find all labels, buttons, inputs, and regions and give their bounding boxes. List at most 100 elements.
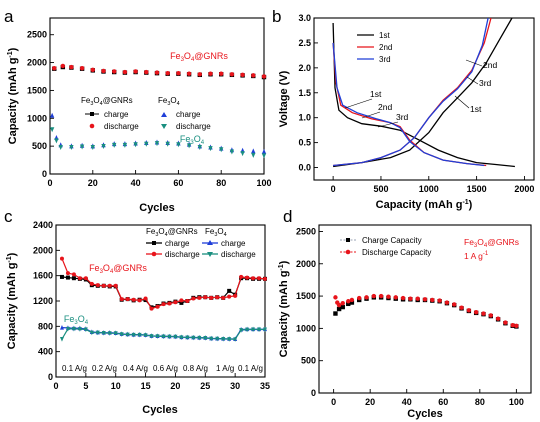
panel-c-ylabel: Capacity (mAh g-1): [6, 252, 18, 349]
panel-c-point-s1: [167, 301, 172, 306]
panel-d-point-s1: [510, 322, 515, 328]
panel-c-xtick-label: 30: [230, 381, 240, 391]
panel-d-legend: Charge Capacity Discharge Capacity: [340, 236, 431, 257]
panel-c-ytick-label: 400: [38, 347, 53, 357]
panel-a-legend-marker-1: [90, 112, 94, 116]
panel-a-xtick-label: 80: [216, 178, 226, 188]
panel-a-xtick-label: 100: [256, 178, 271, 188]
panel-b-ytick-label: 2.5: [298, 38, 311, 48]
panel-b-series: [332, 17, 515, 168]
panel-b-line-3rd-discharge: [332, 42, 485, 167]
panel-b-line-1st-discharge: [332, 22, 515, 168]
panel-a-point-s1: [144, 69, 149, 75]
panel-d-ylabel: Capacity (mAh g-1): [278, 260, 290, 357]
panel-c-point-s3: [179, 335, 184, 341]
panel-a-point-s1: [90, 67, 96, 73]
panel-a-xtick-label: 20: [88, 178, 98, 188]
panel-d-ytick-label: 2500: [296, 226, 316, 236]
panel-c-point-s3: [161, 334, 166, 340]
panel-c-point-s1: [245, 275, 250, 280]
panel-b-ylabel: Voltage (V): [278, 70, 290, 127]
panel-c-point-s3: [77, 327, 82, 332]
panel-a-point-s1: [229, 72, 235, 77]
panel-a-point-s1: [219, 71, 224, 76]
panel-d-point-s1: [349, 297, 355, 303]
panel-c-rate-6: 0.1 A/g: [238, 364, 263, 373]
panel-a-point-s1: [122, 69, 128, 75]
panel-b-annotation-2nd-charge: 2nd: [483, 60, 497, 70]
panel-d-point-s1: [408, 296, 413, 301]
panel-a-xlabel: Cycles: [139, 202, 174, 214]
panel-a-ytick-label: 0: [42, 169, 47, 179]
panel-a-point-s3: [90, 145, 95, 151]
panel-c-point-s3: [221, 337, 226, 342]
panel-a-legend-3: charge: [176, 110, 201, 119]
panel-a-point-s3: [112, 142, 117, 148]
panel-a-point-s1: [165, 70, 170, 76]
panel-c-point-s1: [191, 296, 196, 301]
panel-c-point-s3: [137, 332, 142, 338]
panel-c-point-s3: [203, 336, 208, 341]
panel-c-point-s1: [263, 276, 267, 281]
panel-d-point-s1: [415, 296, 420, 301]
panel-d-point-s1: [400, 295, 406, 301]
panel-d-series: [333, 293, 519, 329]
panel-c-point-s0: [179, 300, 184, 305]
panel-a-point-s1: [208, 71, 213, 76]
panel-d-point-s1: [340, 300, 345, 306]
panel-d-point-s1: [393, 295, 398, 300]
panel-c-xlabel: Cycles: [142, 404, 177, 416]
panel-c-legend-2: discharge: [165, 250, 200, 259]
panel-c-ytick-label: 1200: [33, 296, 53, 306]
panel-c-point-s1: [209, 295, 214, 300]
panel-a-legend-4: discharge: [176, 122, 211, 131]
panel-c-ytick-label: 1600: [33, 271, 53, 281]
panel-c-point-s3: [245, 327, 250, 333]
panel-c-xtick-label: 5: [83, 381, 88, 391]
panel-d-ytick-label: 1500: [296, 291, 316, 301]
panel-c-rate-2: 0.4 A/g: [123, 364, 148, 373]
panel-b-legend: 1st 2nd 3rd: [357, 31, 392, 64]
panel-c-xtick-label: 35: [260, 381, 270, 391]
panel-d-xtick-label: 0: [331, 397, 336, 407]
panel-c-point-s1: [131, 297, 136, 302]
panel-c-point-s1: [203, 295, 208, 300]
panel-d-plot-area: [318, 224, 532, 394]
panel-b-annotations: 1st 2nd 3rd 2nd 3rd 1st: [344, 59, 497, 128]
panel-c-ytick-label: 2400: [33, 220, 53, 230]
panel-c-xtick-label: 15: [141, 381, 151, 391]
panel-c-point-s3: [215, 336, 220, 342]
panel-c-legend-group-gnrs: Fe3O4@GNRs: [146, 227, 198, 238]
panel-c-point-s1: [155, 304, 160, 309]
panel-c-point-s3: [149, 334, 154, 339]
panel-d-point-s1: [459, 305, 464, 310]
panel-d-point-s1: [444, 300, 450, 305]
panel-c-xtick-label: 0: [53, 381, 58, 391]
panel-a-point-s3: [69, 145, 74, 151]
panel-b-annotation-3rd-charge: 3rd: [479, 78, 492, 88]
panel-d-point-s1: [514, 323, 519, 328]
panel-c-legend: Fe3O4@GNRs Fe3O4 charge discharge charge…: [146, 227, 256, 259]
panel-c-point-s1: [89, 281, 94, 286]
panel-c-point-s3: [173, 334, 178, 340]
panel-c-point-s3: [107, 331, 112, 336]
panel-b-ytick-label: 3.0: [298, 13, 311, 23]
panel-d-point-s1: [473, 310, 479, 315]
panel-b-ytick-label: 1.5: [298, 88, 311, 98]
panel-c-rate-4: 0.8 A/g: [183, 364, 208, 373]
panel-c-point-s1: [83, 276, 88, 281]
panel-b-ytick-label: 1.0: [298, 113, 311, 123]
panel-a-point-s1: [186, 71, 192, 76]
panel-d-point-s1: [452, 302, 457, 307]
panel-b-ytick-label: 0.5: [298, 138, 311, 148]
panel-c-point-s3: [155, 334, 160, 339]
panel-c-rate-0: 0.1 A/g: [62, 364, 87, 373]
panel-d-point-s0: [333, 311, 338, 316]
panel-d-point-s1: [481, 311, 486, 316]
panel-a-ytick-label: 2500: [27, 30, 47, 40]
panel-c-point-s1: [185, 299, 190, 303]
panel-c-point-s3: [113, 331, 118, 336]
panel-a-point-s2: [49, 112, 55, 118]
